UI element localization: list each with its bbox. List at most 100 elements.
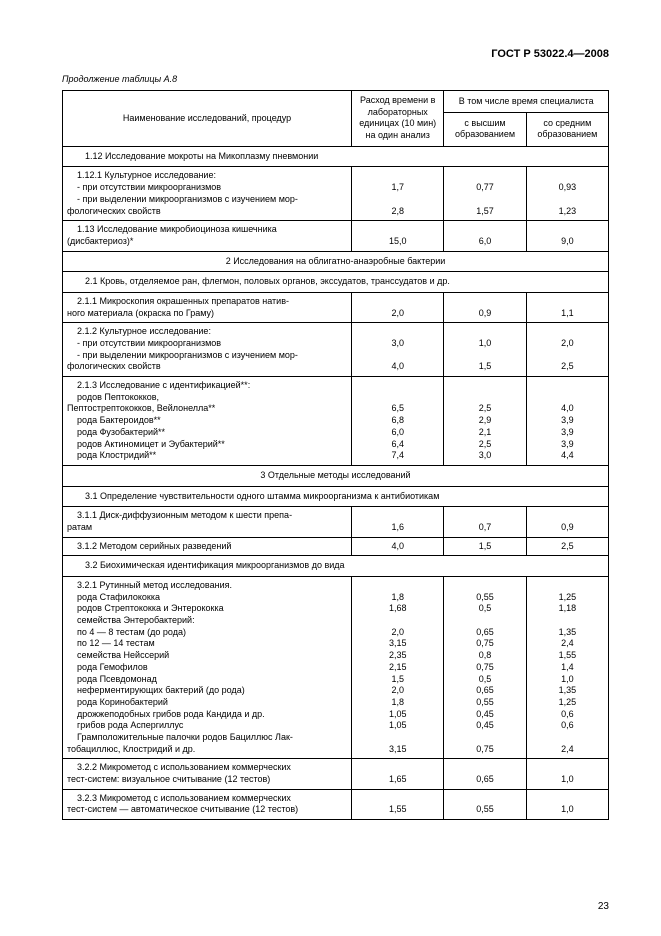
name-cell: 2.1.1 Микроскопия окрашенных препаратов … (63, 292, 352, 322)
label-line: семейства Нейссерий (63, 650, 351, 662)
value: 1,05 (356, 709, 439, 721)
name-cell: 2.1.2 Культурное исследование:- при отсу… (63, 323, 352, 377)
label-line: рода Стафилококка (63, 592, 351, 604)
value: 9,0 (531, 236, 604, 248)
section-row: 3.1 Определение чувствительности одного … (63, 486, 609, 507)
value: 0,5 (448, 603, 521, 615)
value (531, 380, 604, 392)
section-cell: 2.1 Кровь, отделяемое ран, флегмон, поло… (63, 272, 609, 293)
label-line: Пептострептококков, Вейлонелла** (63, 403, 351, 415)
section-cell: 1.12 Исследование мокроты на Микоплазму … (63, 146, 609, 167)
label-line: 2.1.2 Культурное исследование: (63, 326, 351, 338)
name-cell: 1.13 Исследование микробиоциноза кишечни… (63, 221, 352, 251)
value: 1,23 (531, 206, 604, 218)
val-mid: 9,0 (526, 221, 608, 251)
value: 2,5 (448, 403, 521, 415)
value: 1,7 (356, 182, 439, 194)
value: 1,68 (356, 603, 439, 615)
value: 7,4 (356, 450, 439, 462)
val-high: 0,550,5 0,650,750,80,750,50,650,550,450,… (444, 577, 526, 759)
value (531, 194, 604, 206)
value: 1,8 (356, 592, 439, 604)
label-line: Грамположительные палочки родов Бациллюс… (63, 732, 351, 744)
value: 2,5 (531, 361, 604, 373)
value: 1,0 (531, 774, 604, 786)
value (448, 380, 521, 392)
label-line: 3.2.2 Микрометод с использованием коммер… (63, 762, 351, 774)
value: 2,15 (356, 662, 439, 674)
value: 4,0 (356, 541, 439, 553)
value: 3,9 (531, 415, 604, 427)
value (448, 580, 521, 592)
value: 6,5 (356, 403, 439, 415)
name-cell: 2.1.3 Исследование с идентификацией**: ро… (63, 377, 352, 466)
label-line: 3.1.1 Диск-диффузионным методом к шести … (63, 510, 351, 522)
value (448, 170, 521, 182)
value: 3,9 (531, 439, 604, 451)
header-row-1: Наименование исследований, процедур Расх… (63, 91, 609, 113)
hdr-total: Расход времени в лабораторных единицах (… (352, 91, 444, 147)
value (356, 732, 439, 744)
value: 1,18 (531, 603, 604, 615)
value (356, 380, 439, 392)
value: 0,75 (448, 662, 521, 674)
val-total: 1,65 (352, 759, 444, 789)
name-cell: 3.2.3 Микрометод с использованием коммер… (63, 789, 352, 819)
value: 6,4 (356, 439, 439, 451)
value (531, 615, 604, 627)
value: 1,5 (448, 541, 521, 553)
value: 6,0 (448, 236, 521, 248)
value: 0,77 (448, 182, 521, 194)
label-line: неферментирующих бактерий (до рода) (63, 685, 351, 697)
val-total: 6,56,86,06,47,4 (352, 377, 444, 466)
value: 0,75 (448, 638, 521, 650)
hdr-name: Наименование исследований, процедур (63, 91, 352, 147)
data-row: 3.1.1 Диск-диффузионным методом к шести … (63, 507, 609, 537)
label-line: тест-систем — автоматическое считывание … (63, 804, 351, 816)
value: 0,55 (448, 592, 521, 604)
value (356, 224, 439, 236)
name-cell: 3.2.1 Рутинный метод исследования.рода С… (63, 577, 352, 759)
value (531, 793, 604, 805)
value: 1,0 (448, 338, 521, 350)
section-row: 3.2 Биохимическая идентификация микроорг… (63, 556, 609, 577)
val-high: 1,0 1,5 (444, 323, 526, 377)
data-row: 3.2.2 Микрометод с использованием коммер… (63, 759, 609, 789)
data-row: 3.2.1 Рутинный метод исследования.рода С… (63, 577, 609, 759)
data-row: 1.12.1 Культурное исследование:- при отс… (63, 167, 609, 221)
value: 2,35 (356, 650, 439, 662)
value: 3,0 (356, 338, 439, 350)
data-row: 2.1.2 Культурное исследование:- при отсу… (63, 323, 609, 377)
label-line: фологических свойств (63, 361, 351, 373)
label-line: 3.2.3 Микрометод с использованием коммер… (63, 793, 351, 805)
label-line: ного материала (окраска по Граму) (63, 308, 351, 320)
label-line: рода Псевдомонад (63, 674, 351, 686)
page: ГОСТ Р 53022.4—2008 Продолжение таблицы … (0, 0, 661, 936)
name-cell: 1.12.1 Культурное исследование:- при отс… (63, 167, 352, 221)
data-row: 3.1.2 Методом серийных разведений4,01,52… (63, 537, 609, 556)
value: 2,0 (356, 308, 439, 320)
label-line: тобациллюс, Клостридий и др. (63, 744, 351, 756)
val-high: 0,77 1,57 (444, 167, 526, 221)
value: 1,55 (531, 650, 604, 662)
value: 1,35 (531, 627, 604, 639)
data-row: 2.1.1 Микроскопия окрашенных препаратов … (63, 292, 609, 322)
label-line: - при отсутствии микроорганизмов (63, 182, 351, 194)
label-line: рода Фузобактерий** (63, 427, 351, 439)
value: 6,0 (356, 427, 439, 439)
label-line: рода Коринобактерий (63, 697, 351, 709)
value: 0,6 (531, 720, 604, 732)
section-row: 2 Исследования на облигатно-анаэробные б… (63, 251, 609, 272)
value (531, 392, 604, 404)
value: 4,4 (531, 450, 604, 462)
hdr-spec-group: В том числе время специалиста (444, 91, 609, 113)
value: 2,9 (448, 415, 521, 427)
value: 1,5 (356, 674, 439, 686)
value: 0,45 (448, 720, 521, 732)
label-line: по 12 — 14 тестам (63, 638, 351, 650)
label-line: родов Стрептококка и Энтерококка (63, 603, 351, 615)
val-high: 0,7 (444, 507, 526, 537)
value (531, 350, 604, 362)
value: 1,6 (356, 522, 439, 534)
label-line: 2.1.3 Исследование с идентификацией**: (63, 380, 351, 392)
